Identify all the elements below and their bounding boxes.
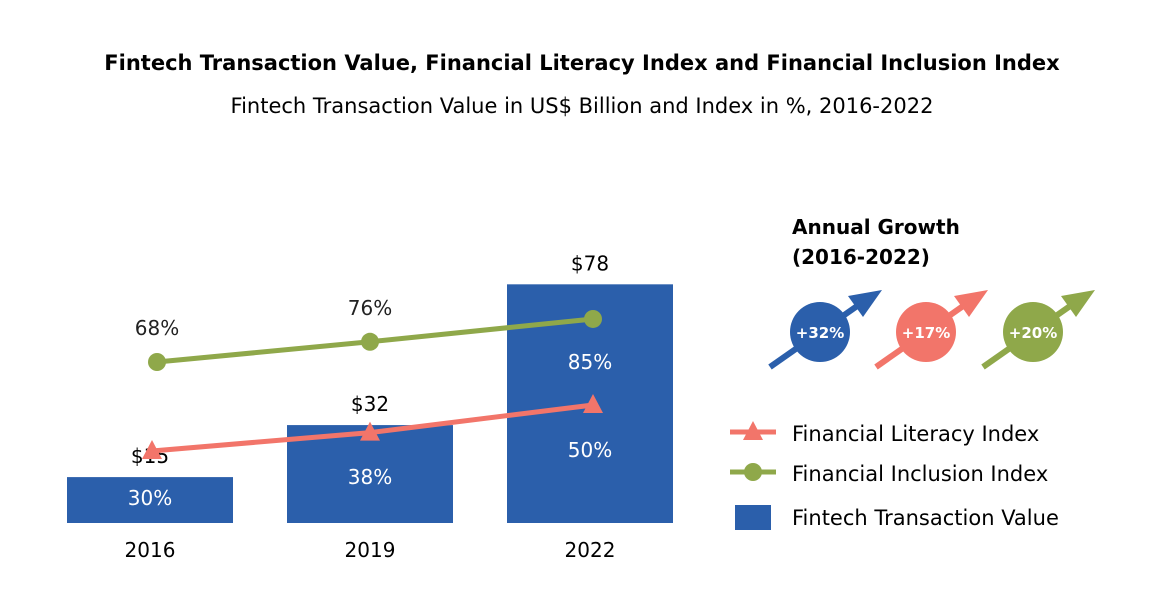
arrow-up-right-icon [848,290,882,317]
x-tick-label: 2016 [125,538,176,562]
arrow-up-right-icon [954,290,988,317]
x-tick-label: 2019 [345,538,396,562]
growth-period: (2016-2022) [792,245,930,269]
legend-circle-icon [744,463,762,481]
inclusion-label: 85% [568,350,612,374]
growth-circle [896,302,956,362]
growth-title: Annual Growth [792,215,960,239]
inclusion-label: 68% [135,316,179,340]
growth-label: +32% [796,324,844,342]
arrow-up-right-icon [1061,290,1095,317]
literacy-marker [583,394,603,413]
literacy-marker [142,440,162,459]
bar-value-label: $32 [351,392,389,416]
growth-label: +17% [902,324,950,342]
legend-literacy: Financial Literacy Index [792,422,1039,446]
legend-inclusion: Financial Inclusion Index [792,462,1048,486]
growth-label: +20% [1009,324,1057,342]
chart-subtitle: Fintech Transaction Value in US$ Billion… [231,94,934,118]
literacy-marker [360,421,380,441]
inclusion-label: 76% [348,296,392,320]
bar-2016 [67,477,233,523]
chart-title: Fintech Transaction Value, Financial Lit… [104,51,1060,75]
literacy-label: 38% [348,465,392,489]
growth-circle [790,302,850,362]
growth-circle [1003,302,1063,362]
x-tick-label: 2022 [565,538,616,562]
legend-bar-swatch [735,505,771,530]
inclusion-marker [148,353,166,371]
bar-value-label: $78 [571,251,609,275]
literacy-label: 30% [128,486,172,510]
legend-fintech: Fintech Transaction Value [792,506,1059,530]
inclusion-marker [584,309,602,328]
inclusion-marker [361,332,379,351]
legend-triangle-icon [743,421,763,440]
bar-2019 [287,425,453,523]
literacy-label: 50% [568,438,612,462]
